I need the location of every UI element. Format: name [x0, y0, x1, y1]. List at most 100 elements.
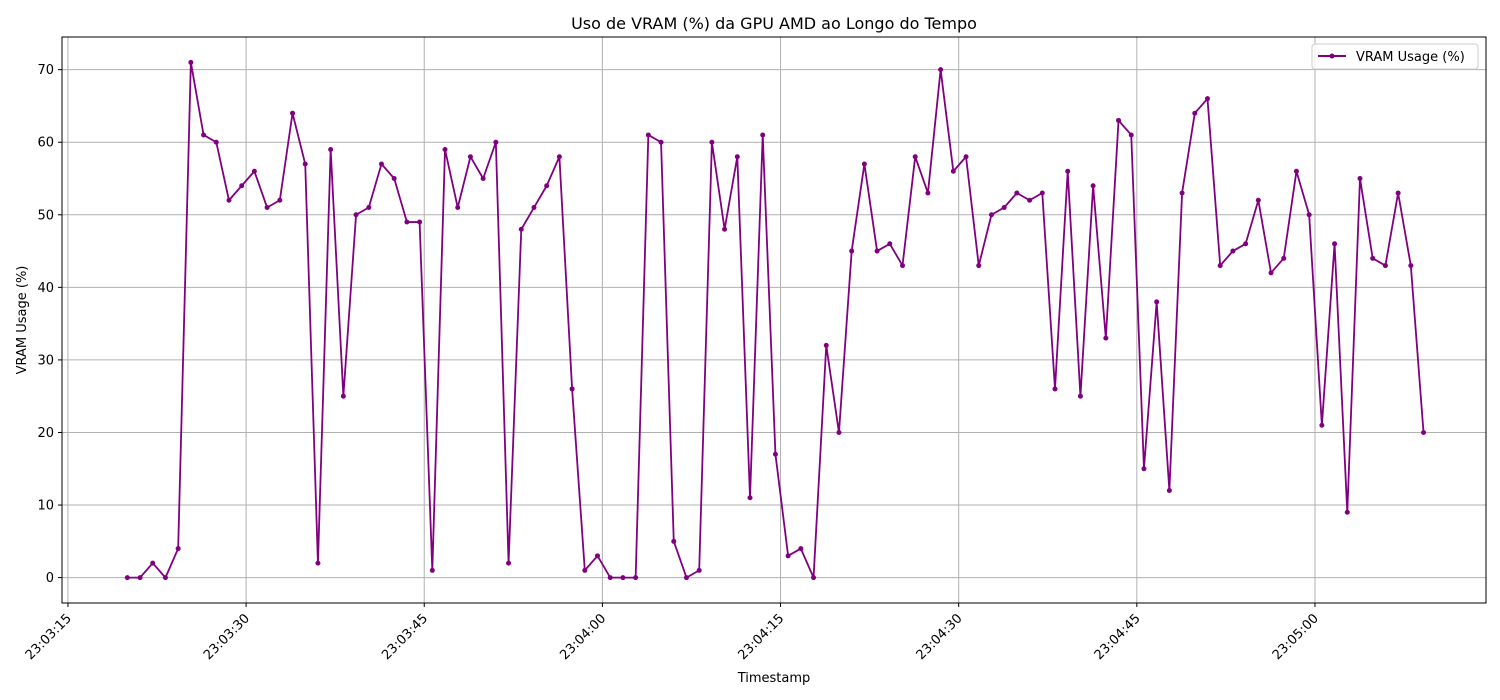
x-tick-label: 23:03:15	[23, 611, 75, 663]
data-point	[544, 183, 550, 189]
data-point	[277, 197, 283, 203]
y-tick-label: 30	[37, 353, 54, 368]
data-point	[569, 386, 575, 392]
series-line	[127, 61, 1425, 579]
x-tick-label: 23:04:00	[557, 611, 609, 663]
data-point	[429, 567, 435, 573]
data-point	[506, 560, 512, 566]
data-point	[1370, 255, 1376, 261]
data-point	[1319, 422, 1325, 428]
data-point	[455, 205, 461, 211]
data-point	[1293, 168, 1299, 174]
data-point	[1014, 190, 1020, 196]
data-point	[874, 248, 880, 254]
data-point	[1281, 255, 1287, 261]
data-point	[226, 197, 232, 203]
plot-frame	[61, 36, 1487, 604]
data-point	[124, 575, 130, 581]
data-point	[290, 110, 296, 116]
y-tick-label: 40	[37, 281, 54, 296]
data-point	[302, 161, 308, 167]
data-point	[658, 139, 664, 145]
x-axis-label: Timestamp	[737, 671, 811, 686]
data-point	[556, 154, 562, 160]
data-point	[836, 429, 842, 435]
data-point	[1103, 335, 1109, 341]
data-point	[201, 132, 207, 138]
data-point	[213, 139, 219, 145]
data-point	[633, 575, 639, 581]
data-point	[1306, 212, 1312, 218]
y-tick-label: 60	[37, 136, 54, 151]
data-point	[696, 567, 702, 573]
y-tick-label: 0	[46, 571, 54, 586]
data-point	[1217, 263, 1223, 269]
data-point	[404, 219, 410, 225]
y-tick-label: 50	[37, 208, 54, 223]
data-point	[963, 154, 969, 160]
data-point	[1382, 263, 1388, 269]
data-point	[938, 67, 944, 73]
data-point	[620, 575, 626, 581]
data-point	[1039, 190, 1045, 196]
legend: VRAM Usage (%)	[1311, 43, 1479, 70]
data-point	[734, 154, 740, 160]
data-point	[1065, 168, 1071, 174]
data-point	[1230, 248, 1236, 254]
data-point	[912, 154, 918, 160]
data-point	[1344, 509, 1350, 515]
data-point	[493, 139, 499, 145]
data-point	[1052, 386, 1058, 392]
data-point	[1154, 299, 1160, 305]
data-point	[1243, 241, 1249, 247]
data-point	[925, 190, 931, 196]
x-tick-label: 23:04:45	[1092, 611, 1144, 663]
legend-box	[1311, 43, 1479, 70]
y-axis-label: VRAM Usage (%)	[15, 266, 30, 375]
data-point	[811, 575, 817, 581]
x-tick-label: 23:05:00	[1270, 611, 1322, 663]
y-tick-label: 10	[37, 499, 54, 514]
series-layer	[124, 59, 1427, 581]
data-point	[988, 212, 994, 218]
data-point	[1027, 197, 1033, 203]
data-point	[328, 146, 334, 152]
data-point	[1408, 263, 1414, 269]
data-point	[861, 161, 867, 167]
data-point	[531, 205, 537, 211]
data-point	[264, 205, 270, 211]
x-tick-label: 23:04:15	[735, 611, 787, 663]
data-point	[582, 567, 588, 573]
data-point	[595, 553, 601, 559]
data-point	[798, 546, 804, 552]
data-point	[518, 226, 524, 232]
x-tick-label: 23:04:30	[914, 611, 966, 663]
data-point	[175, 546, 181, 552]
data-point	[1001, 205, 1007, 211]
data-point	[645, 132, 651, 138]
data-point	[251, 168, 257, 174]
data-point	[683, 575, 689, 581]
y-tick-label: 70	[37, 63, 54, 78]
data-point	[976, 263, 982, 269]
data-point	[1166, 488, 1172, 494]
data-point	[1179, 190, 1185, 196]
data-point	[709, 139, 715, 145]
data-point	[607, 575, 613, 581]
data-point	[1395, 190, 1401, 196]
data-point	[1141, 466, 1147, 472]
data-point	[239, 183, 245, 189]
data-point	[823, 342, 829, 348]
data-point	[900, 263, 905, 269]
data-point	[950, 168, 956, 174]
data-point	[887, 241, 893, 247]
data-point	[391, 176, 397, 181]
data-point	[849, 248, 855, 254]
data-point	[760, 132, 766, 138]
data-point	[671, 538, 677, 544]
y-tick-label: 20	[37, 426, 54, 441]
axis-ticks: 0 10 20 30 40 50 60 70 23:03:15 23:03:30 23:03:45 2…	[23, 63, 1322, 663]
data-point	[1116, 117, 1122, 123]
data-point	[1128, 132, 1134, 138]
